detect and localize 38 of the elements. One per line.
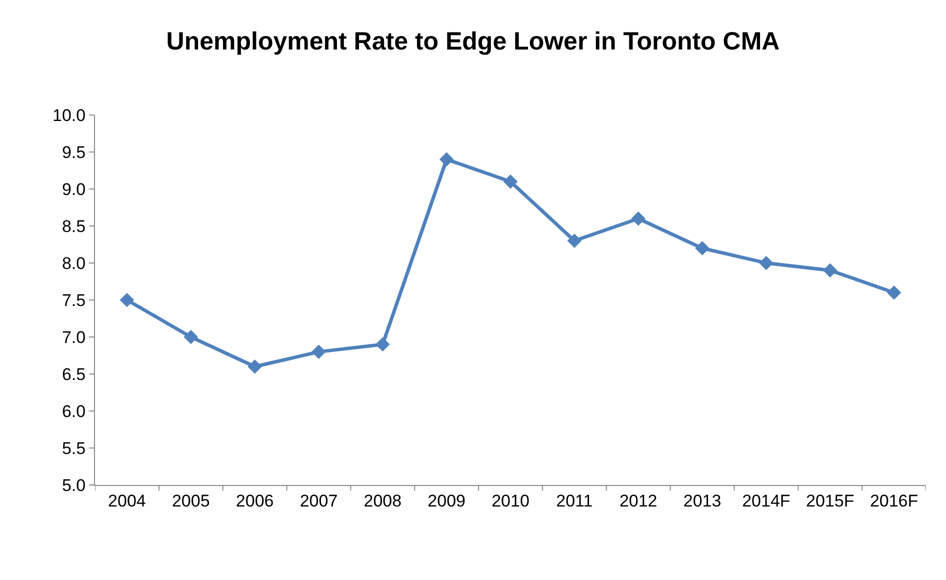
point: [567, 234, 582, 248]
point: [312, 344, 326, 359]
x-tick-label: 2005: [172, 491, 210, 510]
point: [759, 256, 774, 270]
x-tick-label: 2007: [300, 491, 338, 510]
y-tick-label: 8.5: [62, 216, 86, 236]
point: [184, 330, 198, 344]
y-tick-label: 7.5: [62, 290, 86, 310]
x-tick-label: 2006: [236, 491, 274, 510]
point: [439, 152, 454, 167]
x-tick-label: 2013: [683, 491, 722, 510]
x-tick-label: 2011: [556, 491, 593, 510]
point: [503, 174, 518, 189]
point: [376, 337, 390, 352]
point: [886, 285, 902, 300]
x-tick-label: 2008: [364, 491, 402, 510]
y-tick-label: 6.0: [62, 402, 86, 421]
y-tick-label: 7.0: [62, 328, 86, 347]
x-tick-label: 2012: [619, 491, 658, 510]
y-tick-label: 10.0: [52, 106, 86, 125]
y-tick-label: 5.5: [62, 438, 86, 458]
y-tick-label: 9.0: [62, 180, 86, 199]
point: [248, 359, 262, 374]
x-tick-label: 2016F: [870, 491, 918, 510]
point: [695, 241, 710, 256]
x-tick-label: 2009: [428, 491, 466, 510]
chart-title: Unemployment Rate to Edge Lower in Toronto CMA: [166, 27, 780, 56]
x-tick-label: 2010: [492, 491, 530, 510]
y-tick-label: 8.0: [62, 254, 86, 273]
y-tick-label: 6.5: [62, 364, 86, 384]
x-tick-label: 2014F: [742, 491, 790, 510]
x-tick-label: 2015F: [806, 491, 854, 510]
x-tick-label: 2004: [108, 491, 146, 510]
point: [120, 292, 134, 308]
point: [631, 211, 646, 226]
y-tick-label: 9.5: [62, 142, 86, 162]
y-tick-label: 5.0: [62, 476, 86, 495]
point: [822, 263, 838, 278]
